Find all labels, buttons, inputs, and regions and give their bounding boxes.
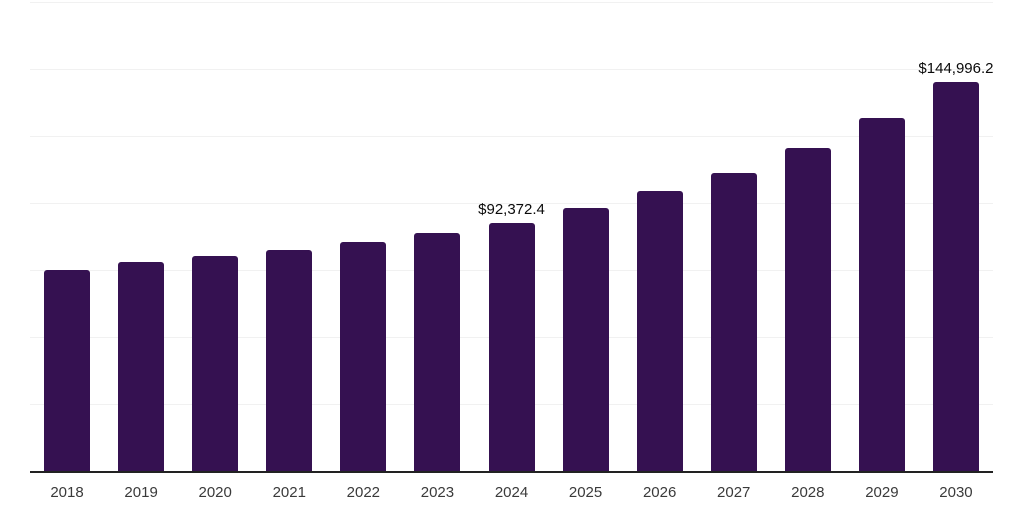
x-tick-label-2022: 2022	[346, 484, 381, 501]
x-tick-label-2018: 2018	[50, 484, 84, 501]
bar-2030	[932, 82, 979, 471]
x-axis-labels: 2018 2019 2020 2021 2022 2023 2024 2025 2026 2027…	[30, 484, 993, 506]
data-label-2024: $92,372.4	[478, 201, 545, 219]
gridline	[30, 69, 993, 70]
x-tick-label-2028: 2028	[791, 484, 825, 501]
x-tick-label-2029: 2029	[865, 484, 899, 501]
bar-2029	[858, 118, 905, 471]
bar-2022	[340, 242, 387, 471]
x-tick-label-2019: 2019	[124, 484, 158, 501]
x-tick-label-2025: 2025	[568, 484, 603, 501]
gridline	[30, 136, 993, 137]
x-tick-label-2023: 2023	[420, 484, 455, 501]
bar-2027	[710, 172, 757, 471]
bar-2024	[488, 223, 535, 471]
x-tick-label-2024: 2024	[494, 484, 529, 501]
gridline	[30, 2, 993, 3]
bar-2023	[414, 232, 461, 471]
data-label-2030: $144,996.2	[918, 60, 994, 78]
bar-2021	[266, 249, 313, 471]
bar-2020	[192, 255, 239, 471]
bar-2018	[44, 270, 91, 471]
x-tick-label-2030: 2030	[939, 484, 973, 501]
plot-area: $92,372.4 $144,996.2	[30, 2, 993, 473]
gridline	[30, 203, 993, 204]
bar-2025	[562, 207, 609, 471]
bar-2028	[784, 148, 831, 471]
x-tick-label-2020: 2020	[198, 484, 232, 501]
x-tick-label-2027: 2027	[717, 484, 751, 501]
x-tick-label-2026: 2026	[642, 484, 677, 501]
bar-2026	[636, 190, 683, 471]
bar-2019	[118, 261, 165, 471]
x-tick-label-2021: 2021	[272, 484, 306, 501]
